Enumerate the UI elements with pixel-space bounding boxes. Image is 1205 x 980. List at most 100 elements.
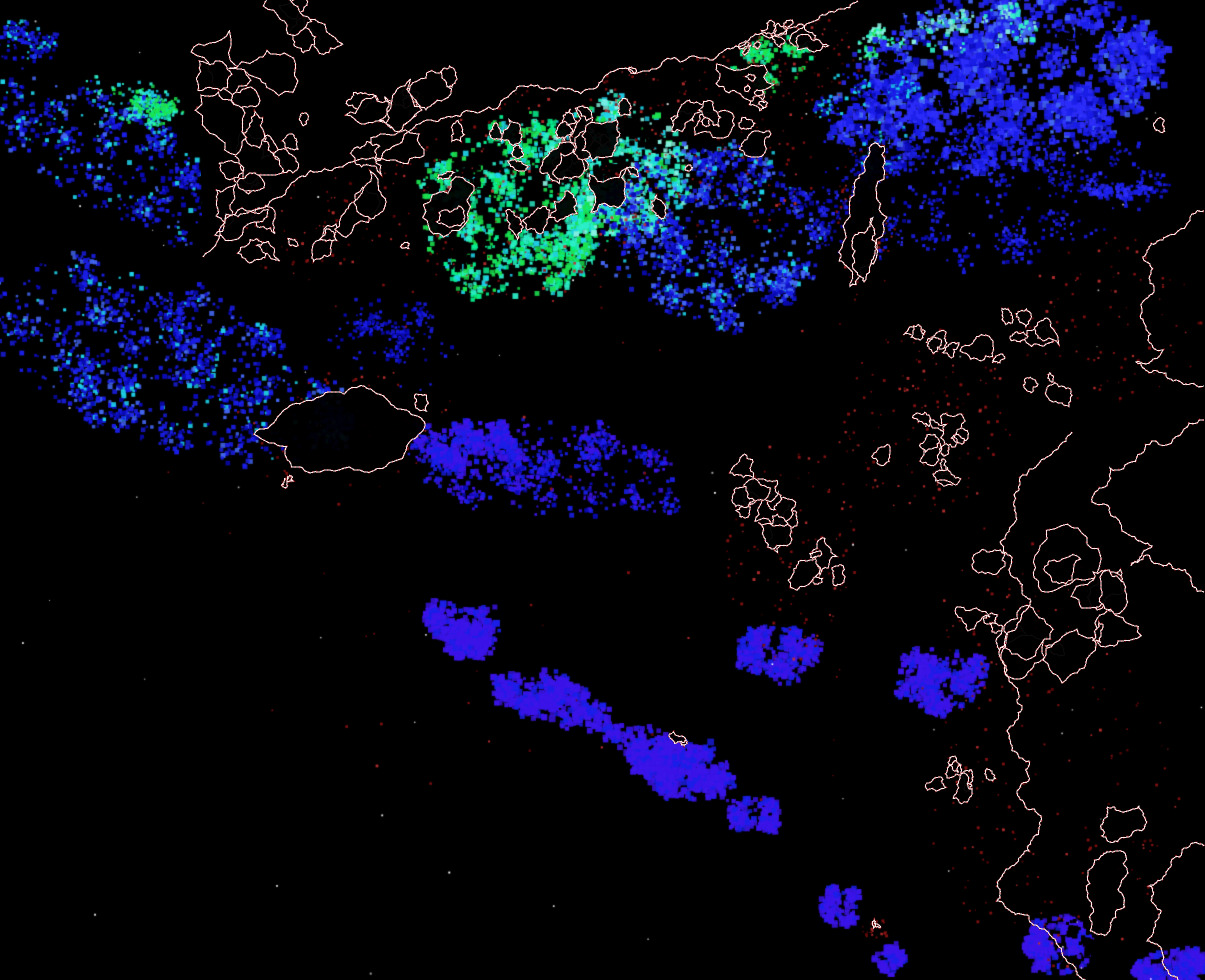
island-outline — [626, 166, 639, 177]
island-outline — [760, 19, 777, 35]
island-cluster-korean-archipelago-east — [538, 62, 777, 221]
island-outline — [731, 485, 755, 509]
island-cluster-danjo-islets — [667, 729, 689, 749]
island-outline — [990, 621, 1003, 634]
island-outline — [932, 467, 962, 486]
island-outline — [944, 755, 962, 779]
island-red-fringe — [870, 443, 892, 467]
island-red-fringe — [714, 62, 777, 105]
island-outline — [1032, 523, 1102, 593]
island-outline — [437, 170, 456, 181]
island-outline — [488, 122, 503, 143]
island-outline — [742, 44, 752, 56]
jeju-island-outline — [253, 384, 426, 474]
island-outline — [739, 130, 772, 158]
island-cluster-sasebo-islets — [924, 755, 998, 806]
island-outline — [983, 768, 997, 782]
island-outline — [311, 223, 338, 263]
island-outline — [506, 159, 529, 172]
island-outline — [697, 99, 722, 128]
island-outline — [954, 606, 991, 632]
island-outline — [552, 148, 586, 180]
island-red-fringe — [1000, 306, 1015, 327]
island-outline — [926, 336, 942, 355]
island-outline — [715, 63, 775, 105]
island-outline — [228, 49, 299, 97]
east-islet-outline — [1152, 117, 1166, 134]
island-red-fringe — [991, 352, 1007, 365]
island-red-fringe — [384, 76, 424, 133]
island-outline — [349, 140, 383, 177]
island-outline — [671, 99, 704, 133]
island-cluster-jeju-south-rocks — [280, 473, 296, 490]
island-outline — [911, 411, 932, 428]
island-outline — [752, 40, 761, 50]
island-outline — [873, 921, 882, 929]
island-outline — [782, 19, 794, 29]
island-red-fringe — [738, 129, 773, 159]
coast-red-fringe — [1144, 841, 1205, 980]
island-red-fringe — [438, 63, 459, 89]
island-red-fringe — [504, 208, 525, 243]
island-outline — [758, 521, 793, 550]
island-cluster-korean-archipelago-west — [189, 0, 406, 265]
island-cluster-goto-islands — [728, 452, 847, 592]
island-red-fringe — [809, 536, 841, 580]
island-outline — [215, 183, 237, 233]
island-outline — [352, 169, 387, 220]
island-outline — [952, 772, 973, 805]
island-outline — [942, 341, 960, 359]
island-outline — [949, 759, 961, 773]
island-outline — [287, 237, 299, 248]
island-outline — [959, 334, 994, 362]
island-outline — [399, 241, 410, 250]
island-outline — [810, 537, 839, 577]
island-red-fringe — [233, 131, 286, 185]
island-cluster-korean-coast-islets — [736, 18, 831, 98]
island-outline — [286, 474, 293, 483]
island-outline — [953, 433, 966, 445]
island-cluster-kujukushima-islets — [870, 410, 970, 488]
island-outline — [499, 118, 523, 147]
island-outline — [831, 563, 846, 587]
island-outline — [808, 550, 823, 559]
island-outline — [971, 549, 1006, 576]
island-red-fringe — [926, 335, 943, 355]
island-red-fringe — [616, 97, 633, 117]
coast-white-line — [1091, 419, 1205, 593]
tsushima-inner-detail-outline — [851, 216, 878, 283]
island-outline — [1009, 330, 1029, 343]
island-outline — [738, 116, 756, 130]
island-red-fringe — [1041, 627, 1098, 685]
island-outline — [1001, 307, 1015, 326]
island-outline — [651, 194, 667, 220]
island-outline — [505, 208, 524, 241]
amakusa-lower-red-fringe — [1085, 849, 1129, 937]
island-outline — [250, 204, 276, 234]
island-outline — [729, 453, 755, 479]
island-outline — [521, 205, 551, 235]
island-outline — [737, 40, 750, 50]
island-outline — [436, 205, 466, 228]
island-outline — [194, 91, 247, 156]
coastline-kyushu-north-coast — [1090, 418, 1205, 594]
coast-white-line — [1134, 209, 1205, 388]
island-outline — [539, 141, 577, 185]
island-outline — [1047, 371, 1055, 383]
island-red-fringe — [949, 758, 962, 773]
island-outline — [744, 73, 757, 82]
coast-white-line — [1146, 842, 1205, 980]
island-cluster-northeast-islet-chain — [958, 306, 1074, 409]
island-outline — [555, 120, 573, 139]
coast-white-line — [996, 431, 1086, 980]
island-cluster-south-rocks — [871, 916, 882, 931]
island-outline — [281, 133, 299, 151]
coastline-korea-south-coast — [202, 0, 859, 258]
island-red-fringe — [982, 767, 998, 783]
island-outline — [576, 105, 594, 122]
island-cluster-saikai-coast-mesh — [954, 523, 1143, 685]
island-red-fringe — [626, 165, 640, 178]
island-outline — [748, 94, 765, 112]
